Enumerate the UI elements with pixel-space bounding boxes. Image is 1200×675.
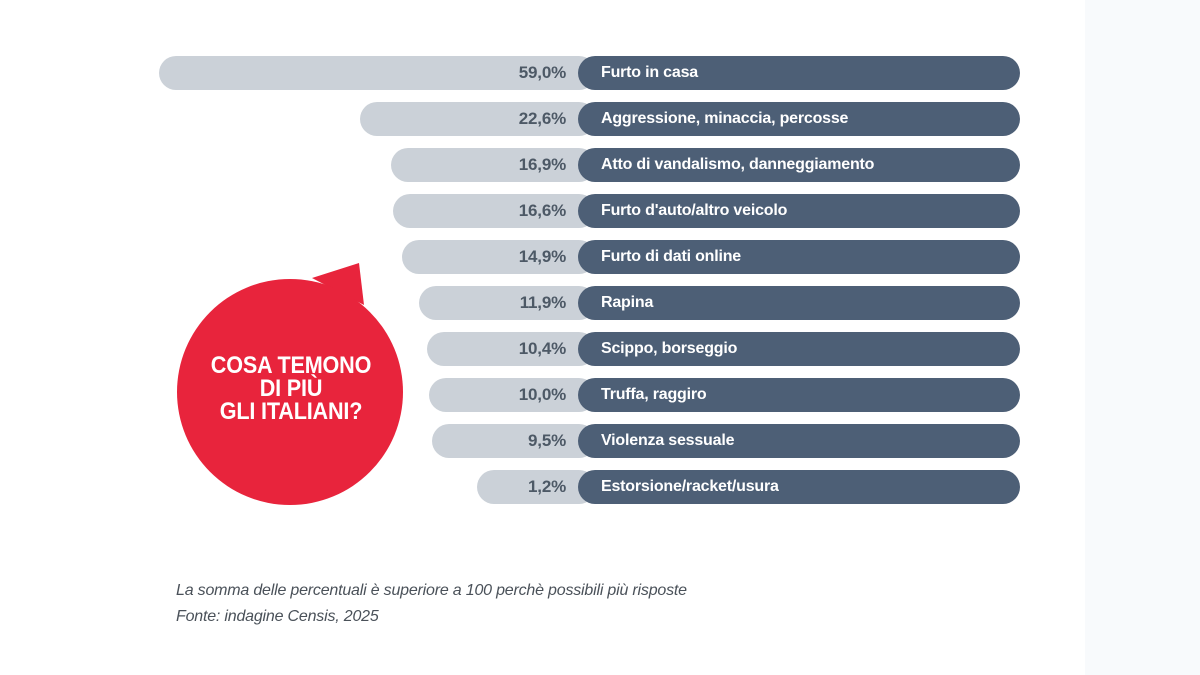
value-bar — [427, 332, 596, 366]
value-label: 11,9% — [519, 293, 566, 312]
value-bar — [391, 148, 596, 182]
category-label: Scippo, borseggio — [601, 340, 738, 357]
footer: La somma delle percentuali è superiore a… — [176, 578, 687, 630]
value-label: 14,9% — [518, 247, 566, 266]
chart-title: COSA TEMONO DI PIÙ GLI ITALIANI? — [189, 352, 392, 425]
category-pill: Furto in casa — [578, 56, 1020, 90]
background-band — [1085, 0, 1200, 675]
category-pill: Estorsione/racket/usura — [578, 470, 1020, 504]
chart-row: 16,6% Furto d'auto/altro veicolo — [0, 194, 1200, 228]
value-bar — [159, 56, 596, 90]
speech-bubble-tail — [312, 263, 364, 305]
value-label: 9,5% — [528, 431, 566, 450]
value-bar — [477, 470, 596, 504]
chart-row: 59,0% Furto in casa — [0, 56, 1200, 90]
chart-title-line3: GLI ITALIANI? — [219, 398, 363, 425]
value-label: 1,2% — [528, 477, 566, 496]
chart-row: 1,2% Estorsione/racket/usura — [0, 470, 1200, 504]
speech-bubble-circle — [177, 279, 403, 505]
value-bar — [360, 102, 596, 136]
category-pill: Rapina — [578, 286, 1020, 320]
value-bar — [393, 194, 596, 228]
category-label: Furto d'auto/altro veicolo — [601, 202, 788, 219]
value-label: 16,9% — [518, 155, 566, 174]
category-label: Estorsione/racket/usura — [601, 478, 779, 495]
footer-source: Fonte: indagine Censis, 2025 — [176, 608, 379, 625]
value-label: 10,0% — [518, 385, 566, 404]
chart-row: 11,9% Rapina — [0, 286, 1200, 320]
chart-row: 16,9% Atto di vandalismo, danneggiamento — [0, 148, 1200, 182]
category-pill: Violenza sessuale — [578, 424, 1020, 458]
chart-title-line2: DI PIÙ — [259, 375, 323, 402]
chart-row: 10,4% Scippo, borseggio — [0, 332, 1200, 366]
category-label: Furto in casa — [601, 64, 698, 81]
speech-bubble — [177, 263, 403, 505]
category-pill: Scippo, borseggio — [578, 332, 1020, 366]
category-label: Violenza sessuale — [601, 432, 735, 449]
category-label: Aggressione, minaccia, percosse — [601, 110, 849, 127]
category-label: Truffa, raggiro — [601, 386, 707, 403]
footer-note: La somma delle percentuali è superiore a… — [176, 582, 687, 599]
category-pill: Truffa, raggiro — [578, 378, 1020, 412]
value-bar — [432, 424, 596, 458]
chart-title-line1: COSA TEMONO — [210, 352, 372, 379]
chart-row: 22,6% Aggressione, minaccia, percosse — [0, 102, 1200, 136]
category-pill: Furto d'auto/altro veicolo — [578, 194, 1020, 228]
category-label: Furto di dati online — [601, 248, 741, 265]
chart-row: 10,0% Truffa, raggiro — [0, 378, 1200, 412]
value-label: 59,0% — [518, 63, 566, 82]
category-pill: Furto di dati online — [578, 240, 1020, 274]
chart-row: 14,9% Furto di dati online — [0, 240, 1200, 274]
value-label: 10,4% — [518, 339, 566, 358]
category-pill: Aggressione, minaccia, percosse — [578, 102, 1020, 136]
value-bar — [402, 240, 596, 274]
category-pill: Atto di vandalismo, danneggiamento — [578, 148, 1020, 182]
value-bar — [429, 378, 596, 412]
value-label: 22,6% — [518, 109, 566, 128]
category-label: Atto di vandalismo, danneggiamento — [601, 156, 875, 173]
category-label: Rapina — [601, 294, 654, 311]
value-bar — [419, 286, 596, 320]
value-label: 16,6% — [518, 201, 566, 220]
chart-row: 9,5% Violenza sessuale — [0, 424, 1200, 458]
